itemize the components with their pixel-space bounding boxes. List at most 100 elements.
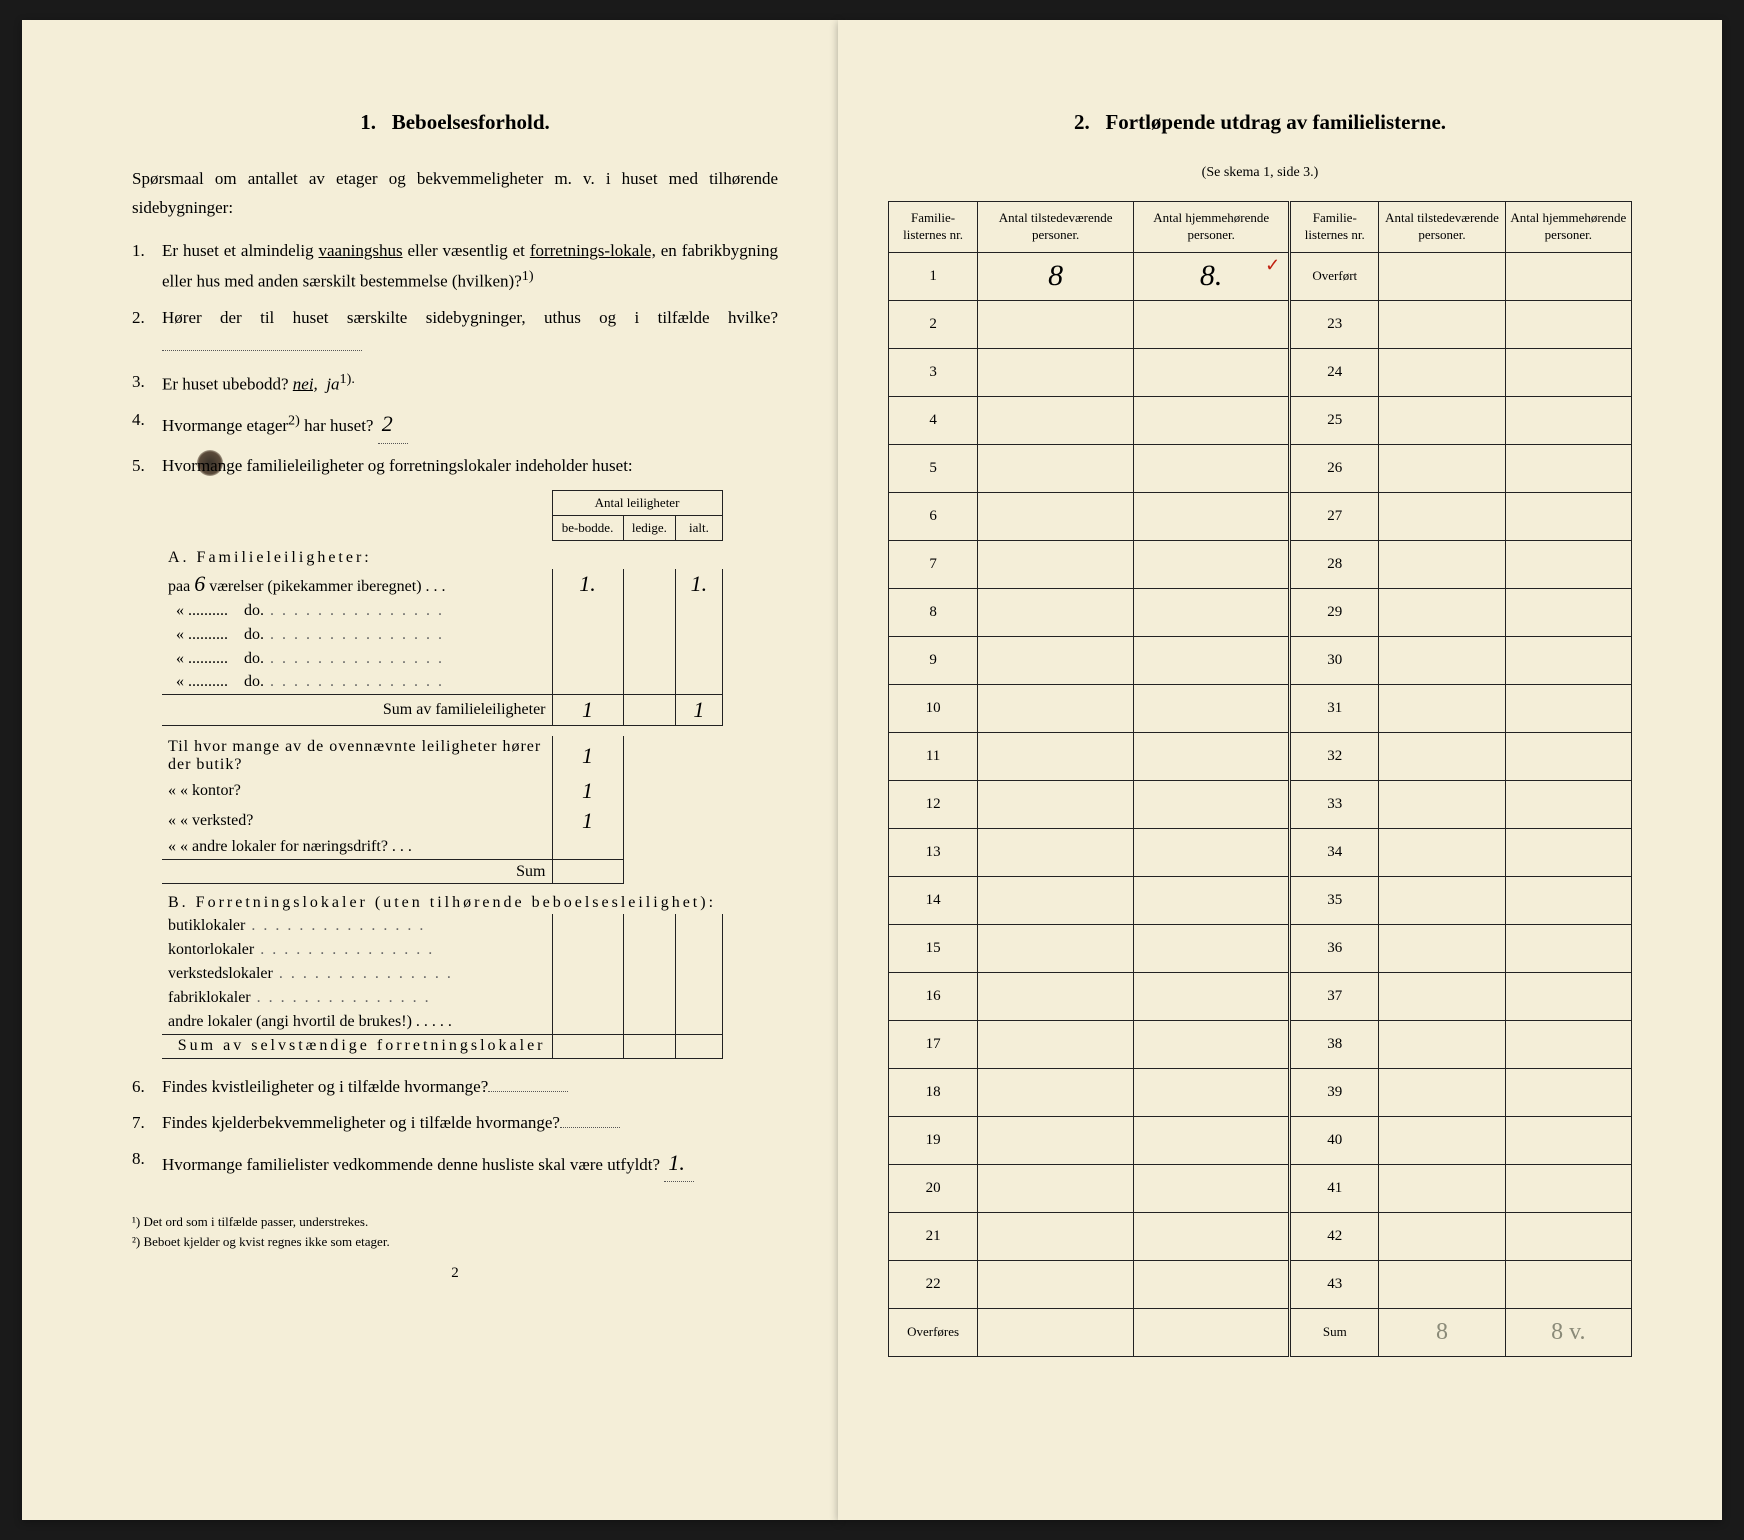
row-left-num: 8 — [889, 588, 978, 636]
row-right-num: 31 — [1290, 684, 1379, 732]
row-left-num: 10 — [889, 684, 978, 732]
Ar5: do. — [244, 673, 264, 690]
row-left-num: 6 — [889, 492, 978, 540]
row-left-num: 21 — [889, 1212, 978, 1260]
family-row: 324 — [889, 348, 1632, 396]
q8-num: 8. — [132, 1145, 145, 1173]
q6-num: 6. — [132, 1073, 145, 1101]
rh-c2: Antal tilstedeværende personer. — [978, 202, 1134, 253]
row-left-num: 13 — [889, 828, 978, 876]
family-row: 1940 — [889, 1116, 1632, 1164]
row-right-num: 24 — [1290, 348, 1379, 396]
right-subtitle: (Se skema 1, side 3.) — [888, 165, 1632, 181]
family-row-last: OverføresSum88 v. — [889, 1308, 1632, 1356]
family-row: 1738 — [889, 1020, 1632, 1068]
q1-b: eller væsentlig et — [403, 241, 530, 260]
mid-hc: 1 — [582, 808, 593, 833]
B-sum: Sum av selvstændige forretningslokaler — [162, 1034, 552, 1058]
row-right-num: 41 — [1290, 1164, 1379, 1212]
right-section-num: 2. — [1074, 110, 1090, 134]
left-pagenum: 2 — [132, 1265, 778, 1282]
row-right-num: 34 — [1290, 828, 1379, 876]
inner-table: Antal leiligheter be-bodde. ledige. ialt… — [162, 490, 723, 1059]
family-row: 6 27 — [889, 492, 1632, 540]
A-sum-v1: 1 — [582, 697, 593, 722]
intro-text: Spørsmaal om antallet av etager og bekve… — [132, 165, 778, 223]
row-right-num: 35 — [1290, 876, 1379, 924]
row-left-num: 7 — [889, 540, 978, 588]
row-left-num: 5 — [889, 444, 978, 492]
Ar3: do. — [244, 626, 264, 643]
sum-label: Sum — [1290, 1308, 1379, 1356]
A-label: A. Familieleiligheter: — [168, 549, 372, 566]
page-left: 1. Beboelsesforhold. Spørsmaal om antall… — [22, 20, 838, 1520]
rh-c1: Familie-listernes nr. — [889, 202, 978, 253]
row-right-num: 27 — [1290, 492, 1379, 540]
row-left-num: 12 — [889, 780, 978, 828]
sum-v1: 8 — [1436, 1319, 1448, 1345]
q1-u1: vaaningshus — [319, 241, 403, 260]
family-row: 13 34 — [889, 828, 1632, 876]
row-right-num: 38 — [1290, 1020, 1379, 1068]
q7: 7. Findes kjelderbekvemmeligheter og i t… — [132, 1109, 778, 1137]
row-left-num: 20 — [889, 1164, 978, 1212]
row-left-num: 4 — [889, 396, 978, 444]
Ar2: do. — [244, 602, 264, 619]
row-left-num: 2 — [889, 300, 978, 348]
family-table-body: 1 8 ✓ 8. Overført 2233244255266277288299… — [889, 252, 1632, 1356]
q2-num: 2. — [132, 304, 145, 332]
r1-v2: 8 — [1048, 259, 1063, 292]
q1-u2: forretnings-lokale, — [530, 241, 656, 260]
row-right-num: 42 — [1290, 1212, 1379, 1260]
Br5: andre lokaler (angi hvortil de brukes!) — [168, 1013, 412, 1030]
q2-text: Hører der til huset særskilte sidebygnin… — [162, 308, 778, 327]
r1-n: 1 — [889, 252, 978, 300]
family-row: 21 42 — [889, 1212, 1632, 1260]
q4-num: 4. — [132, 406, 145, 434]
family-row: 829 — [889, 588, 1632, 636]
q8-text: Hvormange familielister vedkommende denn… — [162, 1155, 660, 1174]
document-spread: 1. Beboelsesforhold. Spørsmaal om antall… — [22, 20, 1722, 1520]
inner-head-c3: ialt. — [676, 515, 722, 540]
row-left-num: 19 — [889, 1116, 978, 1164]
Ar1-v3: 1. — [691, 571, 708, 596]
foot2: ²) Beboet kjelder og kvist regnes ikke s… — [132, 1232, 778, 1252]
q5-num: 5. — [132, 452, 145, 480]
left-section-title: Beboelsesforhold. — [392, 110, 550, 134]
q6-blank — [488, 1091, 568, 1092]
row-left-num: 18 — [889, 1068, 978, 1116]
q1: 1. Er huset et almindelig vaaningshus el… — [132, 237, 778, 296]
q1-num: 1. — [132, 237, 145, 265]
family-row: 10 31 — [889, 684, 1632, 732]
Ar4: do. — [244, 650, 264, 667]
row-right-num: 23 — [1290, 300, 1379, 348]
right-section-title: Fortløpende utdrag av familielisterne. — [1105, 110, 1446, 134]
row-right-num: 36 — [1290, 924, 1379, 972]
row-left-num: 9 — [889, 636, 978, 684]
family-row: 2243 — [889, 1260, 1632, 1308]
row-left-num: 16 — [889, 972, 978, 1020]
row-right-num: 30 — [1290, 636, 1379, 684]
family-row: 12 33 — [889, 780, 1632, 828]
family-row: 526 — [889, 444, 1632, 492]
family-row: 2041 — [889, 1164, 1632, 1212]
row-right-num: 33 — [1290, 780, 1379, 828]
mid-sum: Sum — [162, 860, 552, 884]
q4-b: har huset? — [300, 416, 374, 435]
q5: 5. Hvormange familieleiligheter og forre… — [132, 452, 778, 480]
row-left-num: 15 — [889, 924, 978, 972]
family-table: Familie-listernes nr. Antal tilstedevære… — [888, 201, 1632, 1357]
mid-hb: 1 — [582, 778, 593, 803]
family-row: 1839 — [889, 1068, 1632, 1116]
mid-qd: « « andre lokaler for næringsdrift? . . … — [162, 836, 552, 860]
q1-a: Er huset et almindelig — [162, 241, 319, 260]
Br2: kontorlokaler — [168, 941, 254, 958]
foot1: ¹) Det ord som i tilfælde passer, unders… — [132, 1212, 778, 1232]
inner-head-title: Antal leiligheter — [552, 490, 722, 515]
q3-ja: ja — [326, 374, 339, 393]
q5-text: Hvormange familieleiligheter og forretni… — [162, 456, 633, 475]
q7-num: 7. — [132, 1109, 145, 1137]
row-right-num: 40 — [1290, 1116, 1379, 1164]
overfores-label: Overføres — [889, 1308, 978, 1356]
A-sum-v3: 1 — [693, 697, 704, 722]
